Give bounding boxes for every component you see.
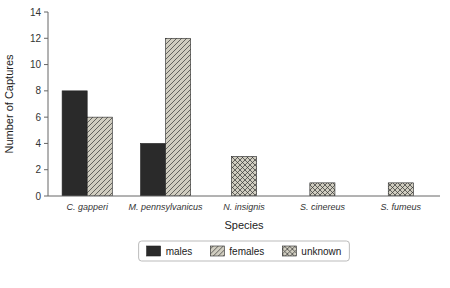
legend-frame	[139, 241, 350, 261]
y-tick-label: 4	[35, 138, 41, 149]
legend-swatch	[210, 246, 224, 256]
bar	[310, 183, 335, 196]
bars	[62, 38, 413, 196]
legend: males females unknown	[139, 241, 350, 261]
legend-label: females	[229, 246, 264, 257]
legend-item: males	[147, 246, 193, 257]
x-tick-label: C. gapperi	[66, 202, 109, 212]
legend-item: females	[210, 246, 264, 257]
bar	[231, 157, 256, 196]
legend-label: males	[166, 246, 193, 257]
bar	[388, 183, 413, 196]
bar	[87, 117, 112, 196]
x-axis-line	[48, 196, 440, 197]
legend-item: unknown	[282, 246, 341, 257]
bar	[166, 38, 191, 196]
y-tick-label: 12	[30, 33, 42, 44]
bar	[141, 143, 166, 196]
x-tick-label: N. insignis	[223, 202, 265, 212]
bar	[62, 91, 87, 196]
y-tick	[44, 90, 48, 91]
y-tick	[44, 38, 48, 39]
legend-swatch	[282, 246, 296, 256]
y-axis-line	[48, 12, 49, 196]
legend-swatch	[147, 246, 161, 256]
y-tick-label: 10	[30, 59, 42, 70]
x-tick-label: M. pennsylvanicus	[129, 202, 204, 212]
chart-container: 0 2 4 6 8 10 12 14 Number of Captures C. gapperi M…	[0, 0, 450, 288]
y-tick	[44, 64, 48, 65]
y-axis: 0 2 4 6 8 10 12 14	[30, 7, 48, 202]
y-tick-label: 6	[35, 112, 41, 123]
chart-svg: 0 2 4 6 8 10 12 14 Number of Captures C. gapperi M…	[0, 0, 450, 288]
x-axis: C. gapperi M. pennsylvanicus N. insignis S.…	[48, 196, 440, 212]
y-tick	[44, 196, 48, 197]
y-tick	[44, 12, 48, 13]
x-tick-label: S. cinereus	[300, 202, 346, 212]
y-tick	[44, 117, 48, 118]
y-tick-label: 14	[30, 7, 42, 18]
y-tick-label: 2	[35, 164, 41, 175]
y-tick-label: 0	[35, 191, 41, 202]
y-axis-label: Number of Captures	[3, 54, 15, 154]
y-tick	[44, 143, 48, 144]
y-tick-label: 8	[35, 85, 41, 96]
legend-label: unknown	[301, 246, 341, 257]
y-tick	[44, 169, 48, 170]
x-tick-label: S. fumeus	[381, 202, 422, 212]
x-axis-label: Species	[224, 219, 264, 231]
